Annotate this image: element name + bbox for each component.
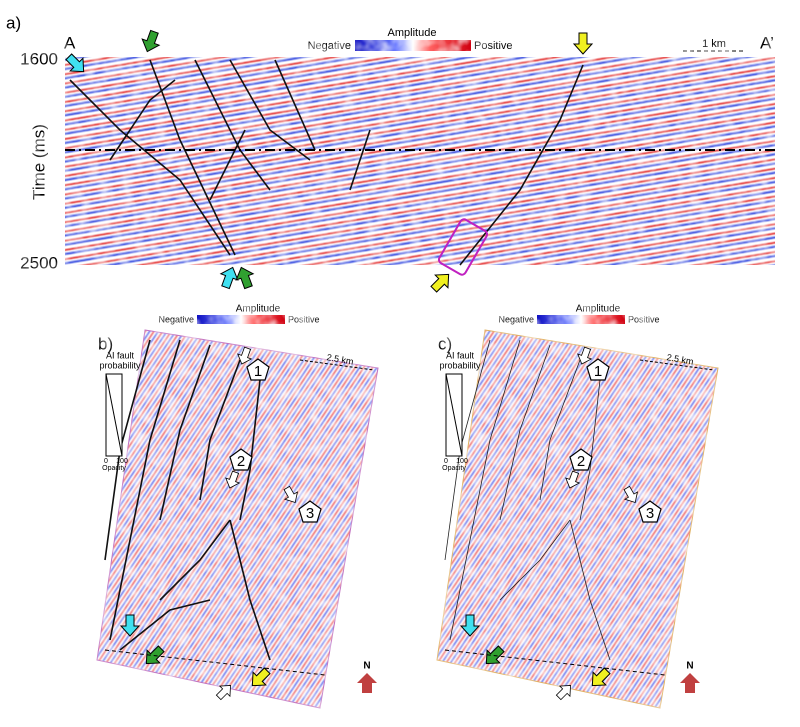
y-tick-label: 1600 [20,49,58,68]
colorbar-title: Amplitude [236,304,281,315]
legend-ramp [105,373,123,457]
panel-label: c) [438,334,452,353]
legend-min: 0 [444,458,448,465]
panel-label: a) [6,13,21,32]
colorbar-min: Negative [308,40,351,52]
colorbar-title: Amplitude [388,27,437,39]
legend-title: probability [99,360,141,370]
marker-label: 1 [254,363,262,380]
panel-c: c) Amplitude Negative Positive 2.5 km AI… [436,304,719,709]
colorbar-max: Positive [628,314,660,324]
north-arrow [680,673,700,693]
legend-axis: Opacity [102,465,126,472]
north-label: N [363,661,370,672]
legend-max: 100 [456,458,468,465]
legend-ramp [445,373,463,457]
marker-label: 3 [646,505,654,522]
map-texture [437,330,718,708]
north-label: N [686,661,693,672]
marker-label: 2 [237,453,245,470]
colorbar-title: Amplitude [576,304,621,315]
panel-b: b) Amplitude Negative Positive 2.5 km AI… [96,304,379,709]
map-texture [97,330,378,708]
marker-label: 1 [594,363,602,380]
scale-label: 2.5 km [666,352,694,367]
colorbar-max: Positive [474,40,513,52]
legend-min: 0 [104,458,108,465]
y-tick-label: 2500 [20,253,58,272]
section-line [104,649,326,676]
fault-lines [104,339,271,661]
colorbar-max: Positive [288,314,320,324]
legend-title: probability [439,360,481,370]
scale-bar [299,359,375,371]
y-axis-title: Time (ms) [29,124,48,200]
colorbar [537,315,625,324]
marker-label: 2 [577,453,585,470]
colorbar-min: Negative [158,314,194,324]
marker-label: 3 [306,505,314,522]
colorbar [355,40,471,51]
panel-label: b) [98,334,113,353]
legend-axis: Opacity [442,465,466,472]
section-line [444,649,666,676]
scale-bar [639,359,715,371]
legend-title: AI fault [446,350,475,360]
north-arrow [357,673,377,693]
section-marker: A’ [760,33,774,52]
seismic-section [61,28,775,297]
colorbar-min: Negative [498,314,534,324]
colorbar [197,315,285,324]
scale-label: 2.5 km [326,352,354,367]
legend-title: AI fault [106,350,135,360]
legend-max: 100 [116,458,128,465]
section-marker: A [64,33,76,52]
scale-label: 1 km [702,38,726,50]
